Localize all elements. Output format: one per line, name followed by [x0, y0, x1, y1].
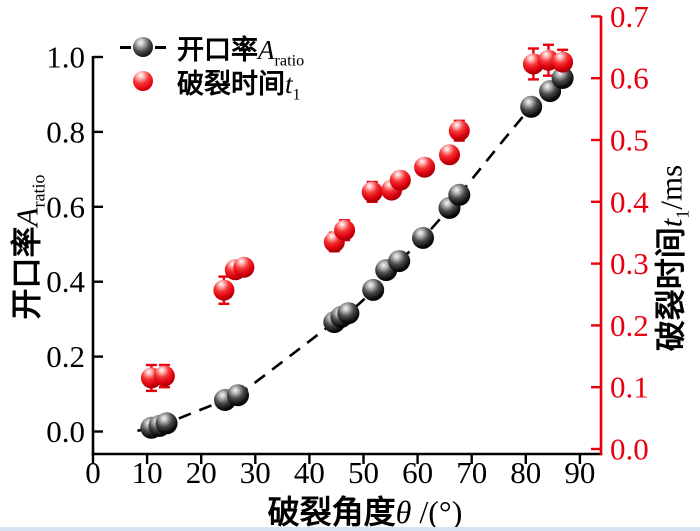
- red-data-point: [448, 120, 470, 142]
- right-ticks: [591, 15, 601, 451]
- right-axis-title-sub: 1: [672, 209, 693, 219]
- left-tick-label: 0.4: [46, 264, 85, 299]
- right-tick-label: 0.7: [610, 0, 649, 34]
- legend-label-t1-cn: 破裂时间: [177, 68, 285, 99]
- x-tick-label: 80: [510, 455, 541, 490]
- x-tick-label: 60: [402, 455, 433, 490]
- x-tick-label: 0: [85, 455, 101, 490]
- right-tick-label: 0.1: [610, 370, 649, 405]
- x-tick-labels: 0 10 20 30 40 50 60 70 80 90: [85, 455, 595, 490]
- right-axis-title-unit: /ms: [653, 164, 689, 210]
- x-axis-title-cn: 破裂角度: [267, 494, 396, 530]
- x-axis-title: 破裂角度θ /(°): [268, 487, 463, 531]
- left-tick-label: 0.2: [46, 339, 85, 374]
- right-axis-title-cn: 破裂时间: [653, 227, 689, 352]
- x-tick-label: 10: [132, 455, 163, 490]
- left-axis-title: 开口率Aratio: [2, 174, 49, 320]
- right-tick-label: 0.2: [610, 308, 649, 343]
- dash-segment-icon: [155, 45, 166, 49]
- legend-label-aratio: 开口率Aratio: [177, 28, 305, 69]
- left-axis-title-sub: ratio: [28, 174, 49, 208]
- red-data-point: [334, 219, 356, 241]
- legend-label-t1-var: t: [285, 68, 293, 99]
- trend-dashed-line: [137, 70, 572, 433]
- black-data-point: [227, 384, 249, 407]
- legend-item-aratio: 开口率Aratio: [118, 28, 305, 69]
- x-tick-label: 70: [456, 455, 487, 490]
- right-tick-label: 0.4: [610, 184, 649, 219]
- x-tick-label: 90: [564, 455, 595, 490]
- legend: 开口率Aratio 破裂时间t1: [118, 28, 305, 103]
- legend-label-aratio-var: A: [258, 34, 275, 65]
- bottom-edge-strip: [0, 527, 700, 531]
- right-tick-label: 0.6: [610, 61, 649, 96]
- x-axis-title-unit: /(°): [411, 494, 463, 530]
- right-tick-labels: 0.0 0.1 0.2 0.3 0.4 0.5 0.6 0.7: [610, 0, 649, 467]
- trend-line-group: [137, 70, 572, 433]
- right-tick-label: 0.0: [610, 432, 649, 467]
- x-tick-label: 40: [294, 455, 325, 490]
- red-data-point: [233, 256, 255, 278]
- legend-item-t1: 破裂时间t1: [118, 62, 304, 103]
- black-data-point: [412, 226, 434, 249]
- legend-label-t1: 破裂时间t1: [177, 62, 301, 103]
- legend-marker-black-sphere: [118, 37, 168, 57]
- left-axis-title-cn: 开口率: [9, 226, 45, 320]
- red-data-point: [439, 144, 460, 166]
- black-data-point: [155, 412, 178, 435]
- dash-segment-icon: [120, 45, 131, 49]
- red-data-point: [389, 169, 411, 191]
- black-data-point: [520, 95, 543, 118]
- black-data-point: [551, 67, 574, 89]
- black-series-points: [140, 67, 574, 439]
- right-axis-title-var: t: [653, 218, 689, 228]
- x-tick-label: 50: [348, 455, 379, 490]
- black-data-point: [362, 278, 385, 301]
- legend-label-t1-sub: 1: [292, 84, 301, 103]
- right-tick-label: 0.5: [610, 123, 649, 158]
- left-axis-title-var: A: [9, 207, 45, 227]
- left-tick-label: 1.0: [46, 40, 85, 75]
- legend-marker-red-sphere: [118, 71, 168, 91]
- legend-label-aratio-cn: 开口率: [177, 34, 258, 65]
- legend-label-aratio-sub: ratio: [274, 50, 305, 69]
- red-data-point: [552, 51, 574, 73]
- x-ticks: [91, 454, 582, 464]
- red-data-point: [153, 365, 175, 387]
- right-tick-label: 0.3: [610, 246, 649, 281]
- left-tick-labels: 0.0 0.2 0.4 0.6 0.8 1.0: [46, 40, 85, 450]
- black-data-point: [448, 183, 471, 206]
- x-axis-title-var: θ: [395, 494, 412, 530]
- red-data-point: [213, 279, 235, 301]
- red-data-point: [414, 156, 436, 178]
- red-series-points: [140, 49, 574, 389]
- right-axis-title: 破裂时间t1/ms: [646, 164, 693, 352]
- left-tick-label: 0.0: [46, 414, 85, 449]
- left-tick-label: 0.8: [46, 114, 85, 149]
- left-ticks: [93, 55, 103, 433]
- black-sphere-icon: [133, 37, 153, 57]
- left-tick-label: 0.6: [46, 189, 85, 224]
- x-tick-label: 20: [186, 455, 217, 490]
- x-tick-label: 30: [240, 455, 271, 490]
- black-data-point: [337, 302, 360, 325]
- black-data-point: [388, 250, 411, 273]
- red-data-point: [361, 181, 383, 203]
- red-sphere-icon: [133, 71, 153, 91]
- plot-spines: [91, 16, 603, 456]
